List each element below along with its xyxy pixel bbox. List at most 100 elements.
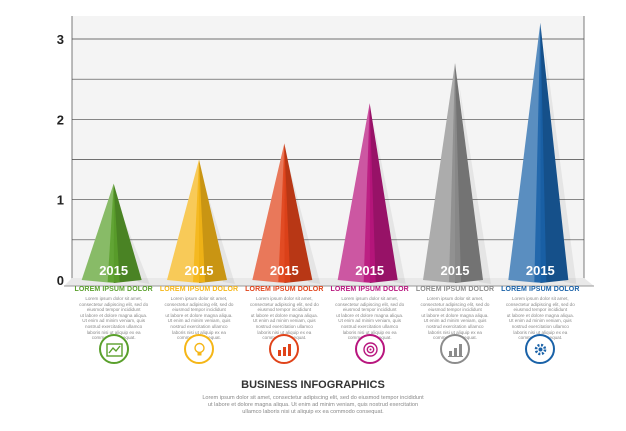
bar-category-label: 2015 bbox=[270, 263, 299, 278]
footer-desc-line: ullamco laboris nisi ut aliquip ex ea co… bbox=[242, 409, 384, 415]
column-description-line: Lorem ipsum dolor sit amet, bbox=[255, 296, 313, 301]
bar-left-face bbox=[167, 159, 199, 283]
column-description-line: laboris nisi ut aliquip ex ea bbox=[513, 329, 568, 335]
column-description-line: consectetur adipiscing elit, sed do bbox=[505, 301, 575, 307]
bar-shadow bbox=[544, 42, 577, 284]
column-description-line: laboris nisi ut aliquip ex ea bbox=[172, 329, 226, 335]
column-description-line: nostrud exercitation ullamco bbox=[255, 323, 313, 329]
target-icon bbox=[354, 334, 385, 364]
column-label: LOREM IPSUM DOLOR bbox=[501, 286, 580, 293]
column-description-line: laboris nisi ut aliquip ex ea bbox=[342, 329, 397, 335]
column-description-line: Lorem ipsum dolor sit amet, bbox=[426, 296, 484, 301]
column-description-line: laboris nisi ut aliquip ex ea bbox=[428, 329, 482, 335]
column-description-line: Ut enim ad minim veniam, quis bbox=[252, 318, 316, 324]
column-label: LOREM IPSUM DOLOR bbox=[330, 286, 409, 293]
y-tick-label: 3 bbox=[57, 32, 64, 47]
bar-6: 2015 bbox=[508, 22, 577, 284]
bar-ridge bbox=[278, 143, 291, 282]
bar-shadow bbox=[117, 203, 150, 284]
bar-left-face bbox=[508, 22, 541, 283]
column-description-line: consectetur adipiscing elit, sed do bbox=[79, 301, 149, 307]
bar-shadow bbox=[373, 123, 406, 285]
column-label: LOREM IPSUM DOLOR bbox=[74, 286, 153, 293]
column-description-line: Lorem ipsum dolor sit amet, bbox=[511, 296, 569, 301]
column-description-line: laboris nisi ut aliquip ex ea bbox=[86, 329, 141, 335]
bar-right-face bbox=[113, 183, 142, 283]
column-detail: LOREM IPSUM DOLOR Lorem ipsum dolor sit a… bbox=[157, 286, 241, 341]
bar-category-label: 2015 bbox=[185, 263, 214, 278]
column-description-line: eiusmod tempor incididunt bbox=[513, 307, 568, 313]
column-description-line: nostrud exercitation ullamco bbox=[85, 323, 143, 329]
bar-right-face bbox=[455, 63, 483, 283]
column-description-line: consectetur adipiscing elit, sed do bbox=[164, 301, 234, 307]
bar-chart-icon bbox=[440, 334, 470, 364]
bar-right-face bbox=[284, 143, 313, 283]
column-description-line: eiusmod tempor incididunt bbox=[342, 307, 397, 313]
column-description-line: nostrud exercitation ullamco bbox=[341, 323, 399, 329]
bar-left-face bbox=[81, 183, 114, 283]
bar-category-label: 2015 bbox=[99, 263, 128, 278]
gear-icon bbox=[525, 334, 556, 364]
column-description-line: eiusmod tempor incididunt bbox=[172, 307, 226, 313]
y-tick-label: 0 bbox=[57, 273, 64, 288]
bar-ridge bbox=[363, 103, 376, 283]
column-label: LOREM IPSUM DOLOR bbox=[415, 286, 495, 293]
plot-background bbox=[72, 16, 584, 280]
chart-image-icon bbox=[98, 334, 129, 364]
bar-ridge bbox=[534, 22, 547, 282]
column-description-line: eiusmod tempor incididunt bbox=[86, 307, 141, 313]
column-detail: LOREM IPSUM DOLOR Lorem ipsum dolor sit a… bbox=[72, 286, 156, 341]
bar-ridge bbox=[193, 159, 205, 282]
growth-chart-icon bbox=[269, 334, 300, 364]
bar-1: 2015 bbox=[81, 183, 150, 284]
column-description-line: consectetur adipiscing elit, sed do bbox=[335, 301, 405, 307]
footer-desc-line: Lorem ipsum dolor sit amet, consectetur … bbox=[202, 395, 424, 401]
column-description-line: Lorem ipsum dolor sit amet, bbox=[170, 296, 228, 301]
column-description-line: ut labore et dolore magna aliqua. bbox=[421, 312, 489, 318]
bar-4: 2015 bbox=[337, 103, 406, 285]
lightbulb-icon bbox=[184, 334, 214, 364]
column-description-line: consectetur adipiscing elit, sed do bbox=[249, 301, 319, 307]
infographic-description: Lorem ipsum dolor sit amet, consectetur … bbox=[0, 395, 626, 416]
bar-ridge bbox=[449, 63, 461, 282]
bar-right-face bbox=[540, 22, 569, 283]
bar-ridge bbox=[107, 183, 120, 282]
y-tick-label: 1 bbox=[57, 193, 64, 208]
bar-category-label: 2015 bbox=[526, 263, 555, 278]
column-detail: LOREM IPSUM DOLOR Lorem ipsum dolor sit a… bbox=[328, 286, 412, 341]
column-description-line: Lorem ipsum dolor sit amet, bbox=[341, 296, 398, 301]
column-description-line: Ut enim ad minim veniam, quis bbox=[167, 318, 231, 324]
bar-right-face bbox=[369, 103, 398, 284]
bar-shadow bbox=[203, 179, 235, 284]
column-description-line: eiusmod tempor incididunt bbox=[428, 307, 482, 313]
column-description-line: Ut enim ad minim veniam, quis bbox=[338, 318, 402, 324]
bar-2: 2015 bbox=[167, 159, 235, 284]
y-tick-label: 2 bbox=[57, 112, 64, 127]
bar-3: 2015 bbox=[252, 143, 321, 284]
bar-category-label: 2015 bbox=[441, 263, 470, 278]
column-description-line: consectetur adipiscing elit, sed do bbox=[420, 301, 490, 307]
column-description-line: nostrud exercitation ullamco bbox=[170, 323, 228, 329]
column-description-line: eiusmod tempor incididunt bbox=[257, 307, 312, 313]
column-description-line: ut labore et dolore magna aliqua. bbox=[506, 312, 574, 318]
column-label: LOREM IPSUM DOLOR bbox=[159, 286, 239, 293]
column-description-line: nostrud exercitation ullamco bbox=[511, 323, 569, 329]
bar-category-label: 2015 bbox=[355, 263, 384, 278]
bar-shadow bbox=[459, 83, 491, 284]
column-description-line: ut labore et dolore magna aliqua. bbox=[336, 312, 404, 318]
bar-left-face bbox=[423, 63, 455, 283]
column-description-line: Ut enim ad minim veniam, quis bbox=[82, 318, 146, 324]
bar-shadow bbox=[288, 163, 321, 284]
column-description-line: Lorem ipsum dolor sit amet, bbox=[85, 296, 142, 301]
column-description-line: nostrud exercitation ullamco bbox=[426, 323, 484, 329]
infographic-title: BUSINESS INFOGRAPHICS bbox=[241, 379, 385, 391]
column-description-line: laboris nisi ut aliquip ex ea bbox=[257, 329, 312, 335]
column-label: LOREM IPSUM DOLOR bbox=[245, 286, 324, 293]
column-description-line: ut labore et dolore magna aliqua. bbox=[250, 312, 318, 318]
column-description-line: Ut enim ad minim veniam, quis bbox=[423, 318, 487, 324]
bar-right-face bbox=[199, 159, 227, 283]
column-detail: LOREM IPSUM DOLOR Lorem ipsum dolor sit a… bbox=[413, 286, 497, 341]
bar-left-face bbox=[337, 103, 370, 284]
footer-desc-line: ut labore et dolore magna aliqua. Ut eni… bbox=[207, 402, 419, 408]
